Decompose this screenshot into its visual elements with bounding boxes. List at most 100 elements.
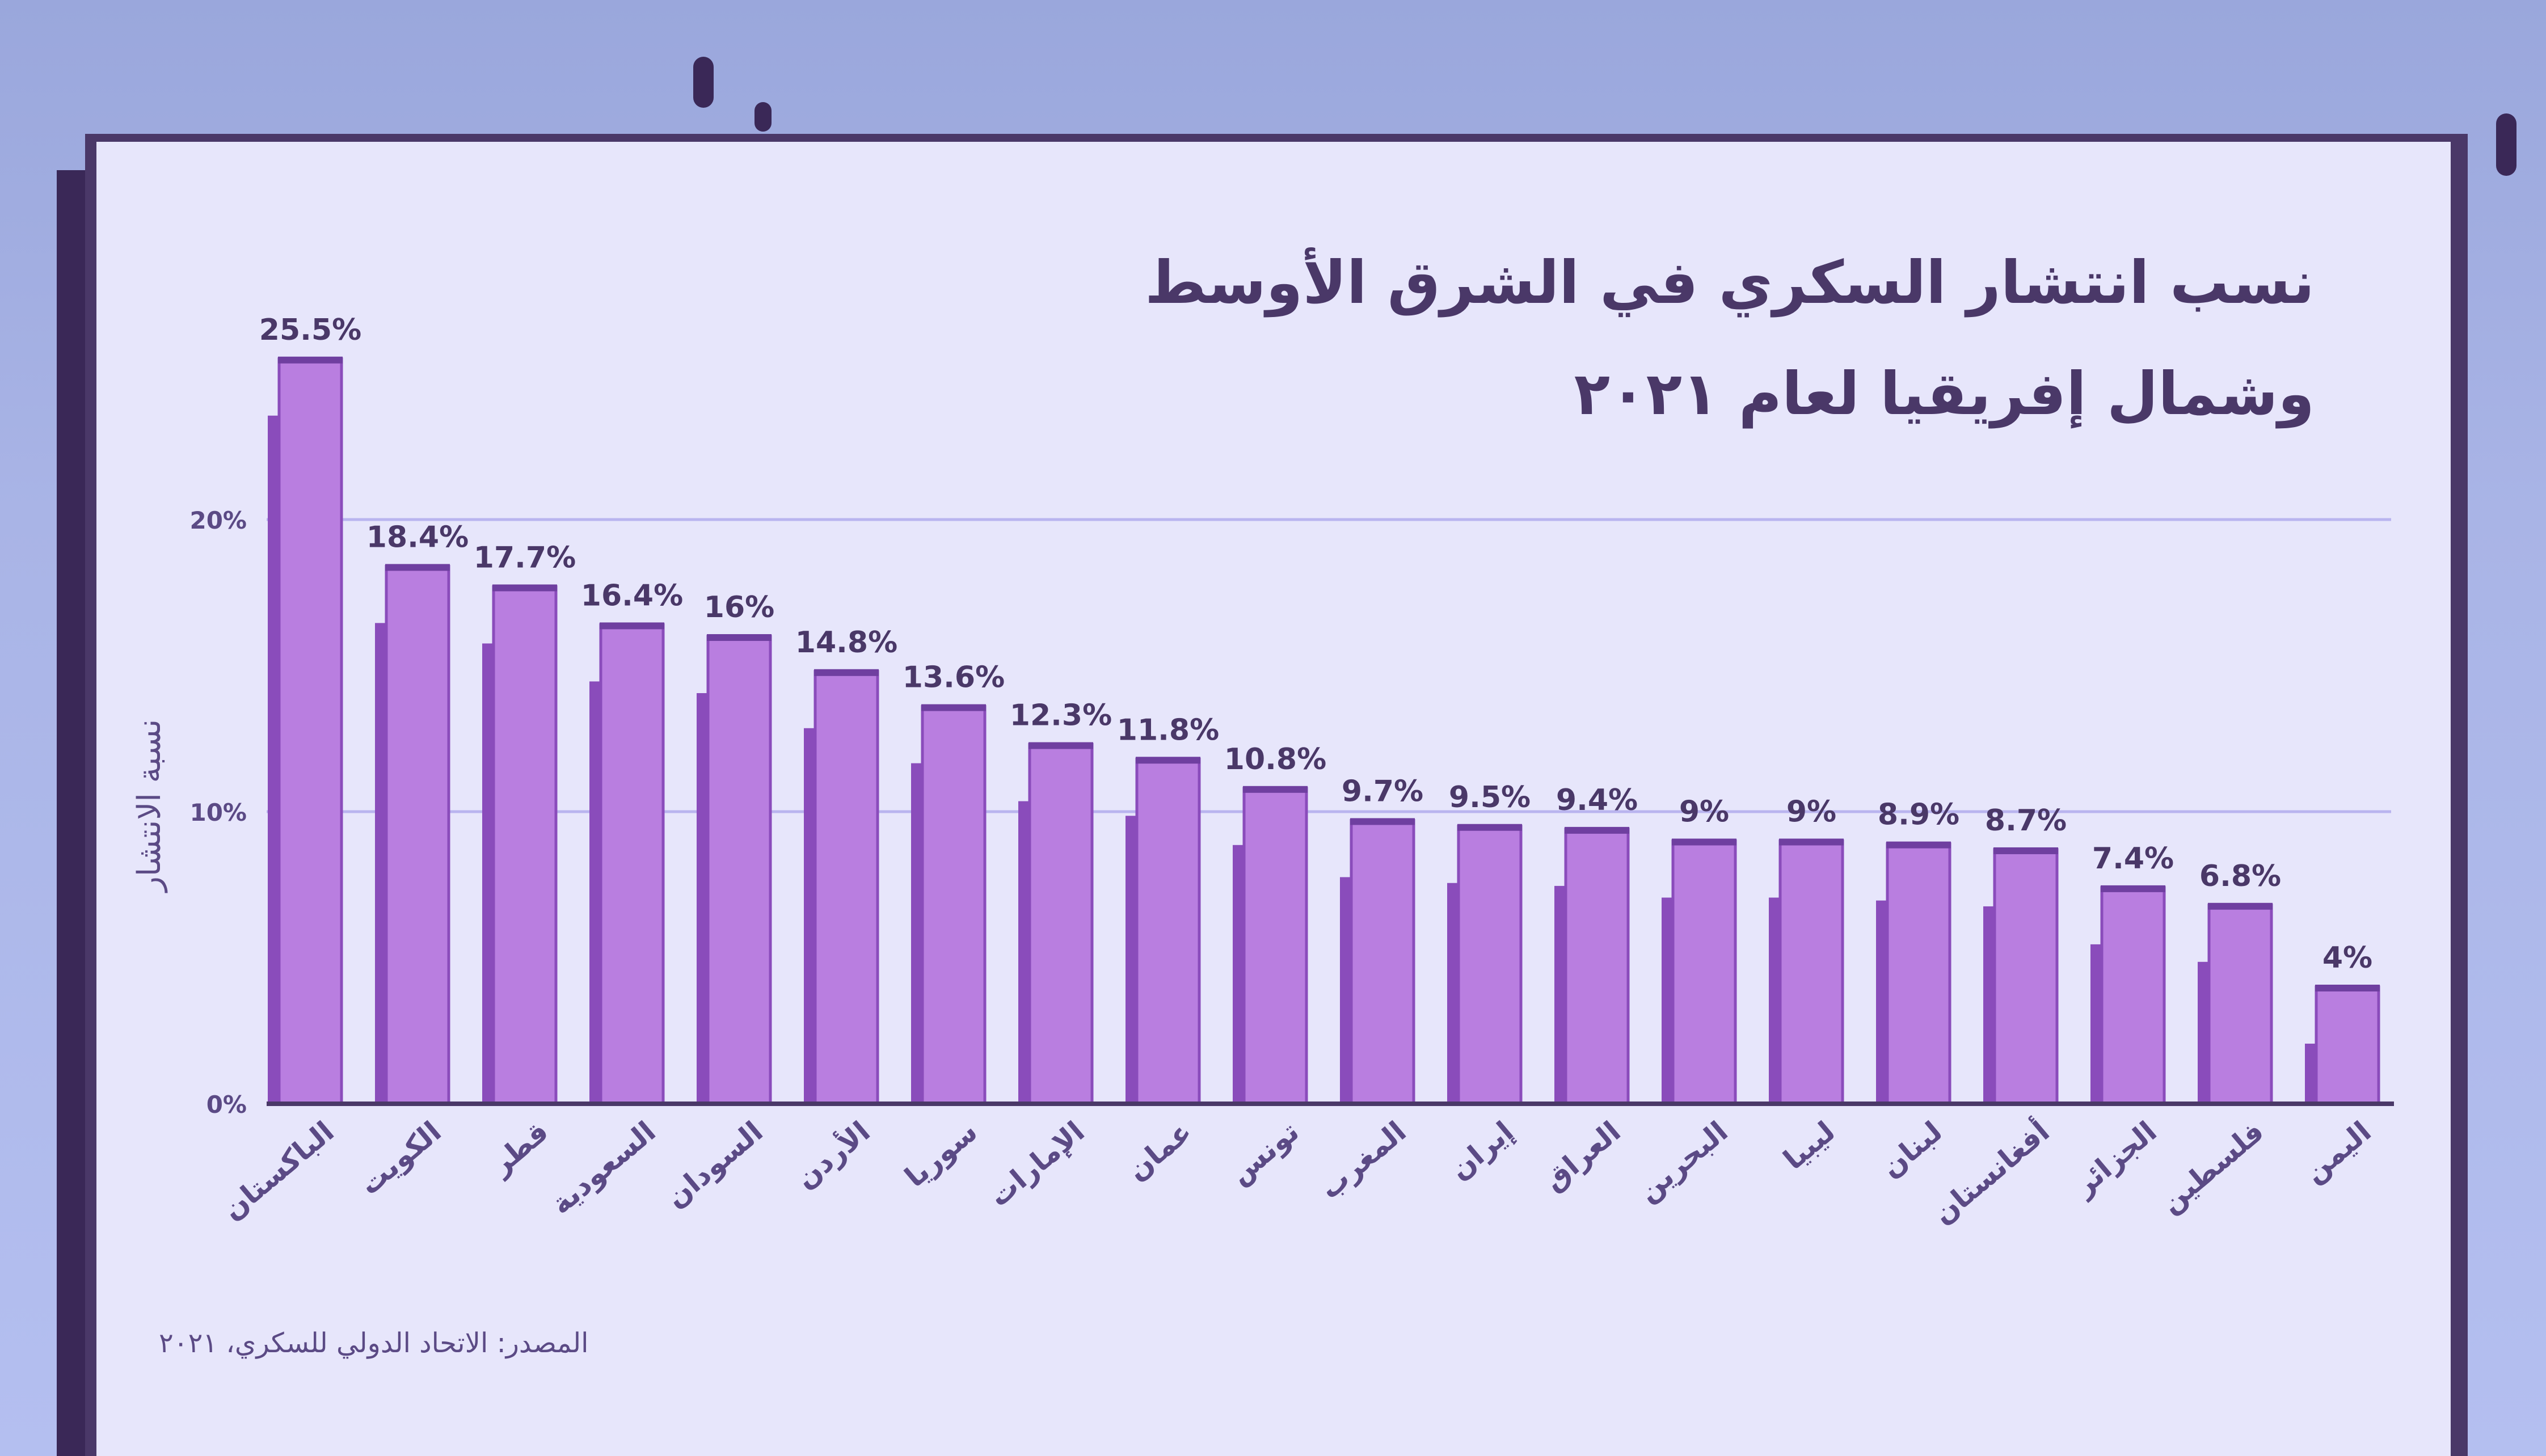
bar-face [1457,825,1523,1105]
value-label: 16.4% [581,579,683,613]
value-label: 12.3% [1010,699,1112,733]
bar [1018,742,1094,1105]
bar-cap [1886,841,1951,849]
bar-face [492,585,558,1105]
bar-cap [1028,742,1093,749]
bar [2305,985,2380,1105]
x-tick-label: اليمن [2298,1115,2378,1190]
bar [375,564,450,1105]
value-label: 9% [1786,795,1836,829]
bar-face [1564,828,1630,1105]
value-label: 14.8% [795,626,897,660]
value-label: 8.9% [1878,798,1959,832]
bar-cap [2315,985,2380,991]
bar-face [1028,743,1094,1105]
bar [697,634,772,1105]
x-tick-label: إيران [1443,1115,1520,1187]
value-label: 17.7% [474,541,576,575]
value-label: 9% [1679,795,1729,829]
x-tick-label: السودان [659,1115,769,1215]
value-label: 7.4% [2092,842,2174,876]
x-tick-label: الجزائر [2067,1115,2164,1204]
bar-cap [1457,824,1522,831]
bar [1554,826,1630,1105]
value-label: 10.8% [1224,742,1326,776]
bar-cap [492,584,557,592]
x-tick-label: البحرين [1632,1115,1734,1209]
bar [1233,786,1308,1105]
bar-cap [1779,838,1844,846]
bar-face [706,635,772,1105]
bar-cap [385,564,450,571]
bar-cap [278,356,343,364]
x-tick-label: المغرب [1313,1115,1413,1206]
ink-mark [693,57,714,108]
bar-face [1671,839,1737,1105]
x-tick-label: الباكستان [216,1115,340,1227]
value-label: 16% [704,590,774,624]
bar-face [1993,848,2059,1105]
bar [804,669,879,1105]
y-axis-ticks: 0% 10% 20% [189,507,247,1119]
x-tick-label: الكويت [353,1115,448,1202]
bar-cap [1993,847,2058,854]
bar [2198,902,2273,1105]
y-tick-label: 10% [189,799,247,826]
gridlines [267,518,2391,813]
bar [1447,824,1523,1105]
bar-cap [1350,818,1415,825]
source-note: المصدر: الاتحاد الدولي للسكري، ٢٠٢١ [159,1327,589,1359]
bar-face [277,357,343,1105]
y-tick-label: 20% [189,507,247,534]
value-label: 9.5% [1449,780,1531,814]
bar-cap [2101,885,2165,892]
x-tick-label: قطر [483,1115,555,1183]
bar-face [1242,787,1308,1105]
bar-face [1350,818,1415,1105]
bar-face [2100,886,2166,1105]
value-label: 13.6% [903,661,1005,695]
bar-cap [1243,786,1308,793]
value-label: 18.4% [366,520,469,554]
bar-face [2207,904,2273,1105]
bar-cap [1565,826,1629,834]
bar [911,704,987,1105]
x-tick-label: ليبيا [1777,1115,1841,1176]
bar-face [1135,757,1201,1105]
x-tick-label: العراق [1537,1115,1627,1198]
bar-cap [1672,838,1736,846]
bar [2090,885,2166,1105]
bar-face [599,623,665,1105]
value-label: 25.5% [259,313,361,347]
bar [589,622,665,1105]
bar-face [1778,839,1844,1105]
bars [268,356,2380,1105]
bar-cap [707,634,772,641]
x-tick-label: عمان [1121,1115,1198,1187]
bar [1983,847,2059,1105]
bar [1876,841,1951,1105]
bar [1126,757,1201,1105]
value-label: 9.4% [1556,783,1638,817]
bar-face [2315,985,2380,1105]
bar [1662,838,1737,1105]
paper-edge [2451,136,2465,1456]
chart-title: نسب انتشار السكري في الشرق الأوسط وشمال … [1145,248,2315,428]
value-label: 11.8% [1117,713,1219,747]
x-tick-label: سوريا [899,1115,984,1195]
bar [1769,838,1844,1105]
bar [1340,818,1415,1105]
bar-cap [814,669,879,676]
ink-mark [2496,113,2517,176]
value-label: 4% [2322,941,2372,975]
value-label: 8.7% [1985,804,2067,838]
x-tick-label: أفغانستان [1925,1113,2056,1231]
x-tick-label: لبنان [1875,1115,1949,1184]
x-tick-label: الأردن [789,1114,876,1195]
x-tick-label: السعودية [545,1115,662,1221]
x-tick-label: تونس [1224,1115,1306,1192]
x-tick-label: الإمارات [983,1115,1091,1213]
